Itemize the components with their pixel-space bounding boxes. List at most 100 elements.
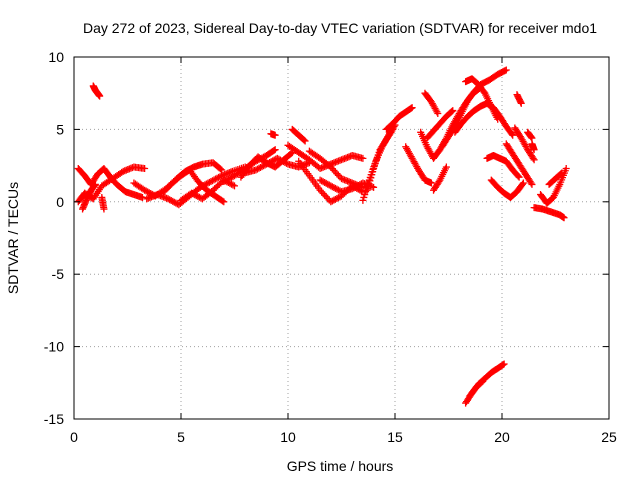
data-point	[328, 183, 336, 191]
data-point	[448, 107, 456, 115]
data-point	[263, 160, 271, 168]
data-point	[141, 164, 149, 172]
data-point	[231, 182, 238, 190]
data-point	[364, 183, 372, 191]
data-point	[279, 158, 287, 166]
x-tick-label: 10	[280, 429, 296, 445]
data-point	[216, 173, 224, 181]
axis-ticks: 0 5 10 15 20 25 -15 -10 -5 0 5 10	[44, 49, 617, 445]
data-point	[318, 177, 326, 185]
data-point	[327, 182, 335, 190]
series-arc-aj	[528, 140, 538, 154]
data-point	[368, 171, 376, 179]
data-point	[434, 109, 442, 117]
data-point	[260, 162, 268, 170]
data-point	[515, 173, 523, 181]
data-point	[333, 170, 341, 178]
data-point	[408, 104, 416, 112]
data-point	[365, 180, 373, 188]
x-axis-label: GPS time / hours	[287, 458, 394, 474]
data-point	[442, 163, 450, 171]
data-point	[227, 180, 235, 188]
data-point	[351, 183, 359, 191]
data-point	[319, 190, 327, 198]
data-point	[300, 136, 308, 144]
data-point	[220, 198, 228, 206]
y-tick-label: -5	[52, 266, 65, 282]
data-point	[328, 197, 336, 205]
data-point	[252, 166, 260, 174]
data-point	[316, 186, 324, 194]
data-point	[333, 194, 341, 202]
data-point	[189, 190, 197, 198]
data-point	[530, 156, 538, 164]
data-point	[207, 178, 215, 186]
data-point	[527, 179, 535, 187]
data-point	[500, 360, 508, 368]
data-point	[325, 181, 333, 189]
data-point	[226, 174, 234, 182]
data-point	[253, 165, 261, 173]
data-point	[91, 180, 99, 188]
data-point	[210, 176, 218, 184]
data-point	[324, 194, 332, 202]
y-tick-label: -10	[44, 339, 64, 355]
data-point	[334, 194, 342, 202]
data-point	[558, 169, 566, 177]
series-arc-n	[288, 125, 309, 145]
data-point	[327, 163, 335, 171]
data-point	[508, 130, 516, 138]
data-point	[213, 174, 221, 182]
data-point	[367, 174, 375, 182]
series-arc-h	[160, 166, 228, 206]
data-point	[188, 189, 196, 197]
data-point	[276, 156, 284, 164]
data-point	[169, 197, 177, 205]
y-tick-label: -15	[44, 411, 64, 427]
data-point	[271, 131, 279, 139]
y-tick-label: 0	[56, 194, 64, 210]
data-point	[220, 178, 228, 186]
data-point	[138, 193, 146, 201]
data-point	[301, 137, 309, 145]
series-arc-u	[382, 104, 416, 133]
data-point	[166, 196, 174, 204]
series-arc-ak	[530, 204, 568, 222]
y-tick-label: 10	[48, 49, 64, 65]
x-tick-label: 20	[494, 429, 510, 445]
data-point	[330, 184, 338, 192]
data-point	[562, 164, 570, 172]
data-point	[330, 196, 338, 204]
data-point	[324, 180, 332, 188]
data-point	[330, 166, 338, 174]
data-point	[350, 184, 358, 192]
chart-title: Day 272 of 2023, Sidereal Day-to-day VTE…	[83, 20, 597, 36]
data-point	[322, 179, 330, 187]
x-tick-label: 5	[177, 429, 185, 445]
data-point	[359, 154, 367, 162]
data-series	[74, 66, 570, 407]
data-point	[502, 66, 510, 74]
series-arc-e	[98, 193, 108, 213]
data-point	[388, 127, 396, 135]
data-point	[96, 92, 104, 100]
data-point	[514, 172, 522, 180]
data-point	[427, 179, 435, 187]
data-point	[449, 107, 457, 115]
data-point	[334, 171, 342, 179]
data-point	[479, 377, 487, 385]
data-point	[271, 146, 279, 154]
data-point	[321, 191, 329, 199]
series-arc-c	[89, 82, 104, 100]
series-arc-d	[79, 180, 99, 213]
data-point	[354, 181, 362, 189]
data-point	[530, 146, 538, 154]
data-point	[519, 179, 527, 187]
series-arc-i	[177, 176, 238, 204]
data-point	[353, 182, 361, 190]
data-point	[142, 187, 150, 195]
data-point	[333, 185, 341, 193]
series-arc-ao	[466, 377, 487, 400]
data-point	[269, 157, 277, 165]
